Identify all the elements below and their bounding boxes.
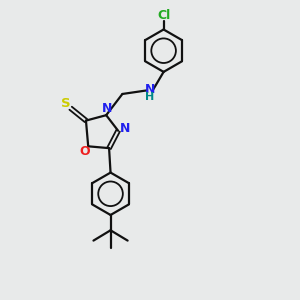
Text: N: N: [120, 122, 131, 135]
Text: Cl: Cl: [157, 10, 170, 22]
Text: N: N: [145, 83, 155, 96]
Text: N: N: [102, 102, 112, 115]
Text: O: O: [80, 145, 90, 158]
Text: S: S: [61, 97, 70, 110]
Text: H: H: [146, 92, 155, 102]
